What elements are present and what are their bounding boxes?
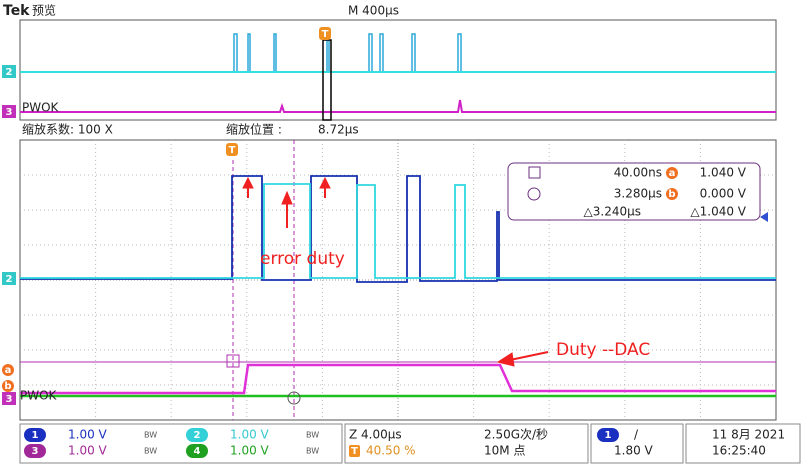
trig-pos-icon: T bbox=[351, 446, 358, 457]
ch2-badge bbox=[2, 65, 16, 78]
main-trigger-badge bbox=[226, 143, 238, 156]
main-ch3-label: PWOK bbox=[20, 389, 58, 403]
readout-a-badge bbox=[666, 167, 678, 179]
record-length: 10M 点 bbox=[484, 444, 525, 458]
channel-id: 1 bbox=[32, 430, 39, 441]
readout-a: a bbox=[669, 168, 676, 179]
cursor-readout bbox=[507, 162, 761, 221]
clock-box bbox=[685, 423, 801, 464]
ch2-trace bbox=[20, 183, 776, 279]
channel-badge bbox=[186, 428, 208, 442]
channel-scale: 1.00 V bbox=[230, 444, 270, 458]
b-time: 3.280µs bbox=[614, 187, 662, 201]
annotation-error-duty: error duty bbox=[260, 249, 345, 269]
cursor-a-square bbox=[226, 354, 240, 368]
a-volt: 1.040 V bbox=[700, 166, 747, 180]
channel-bw: BW bbox=[306, 431, 319, 440]
overview-ch3 bbox=[20, 99, 776, 113]
date: 11 8月 2021 bbox=[712, 428, 785, 442]
trigger-slope: / bbox=[634, 428, 639, 442]
trigger-level: 1.80 V bbox=[614, 444, 654, 458]
channel-bw: BW bbox=[144, 447, 157, 456]
zoom-position: 8.72µs bbox=[318, 123, 359, 137]
readout-square bbox=[528, 166, 541, 179]
readout-circle bbox=[527, 187, 541, 201]
trig-src-badge bbox=[597, 428, 619, 442]
trigger-pos: 40.50 % bbox=[366, 444, 416, 458]
cursor-a-marker: a bbox=[5, 365, 12, 376]
time: 16:25:40 bbox=[712, 444, 766, 458]
trig-pos-badge bbox=[349, 445, 360, 457]
brand: Tek bbox=[3, 3, 30, 19]
b-volt: 0.000 V bbox=[700, 187, 747, 201]
sample-rate: 2.50G次/秒 bbox=[484, 428, 548, 442]
arrows bbox=[242, 176, 549, 367]
annotation-duty-dac: Duty --DAC bbox=[556, 340, 650, 360]
ch3-marker: 3 bbox=[6, 107, 13, 118]
ch2-marker: 2 bbox=[6, 67, 13, 78]
zoom-position-label: 缩放位置 : bbox=[226, 122, 282, 137]
trigger-source: 1 bbox=[605, 430, 612, 441]
channel-badge bbox=[24, 428, 46, 442]
acq-box bbox=[344, 423, 589, 464]
trigger-badge bbox=[319, 27, 331, 40]
delta-time: △3.240µs bbox=[584, 205, 641, 219]
channel-bw: BW bbox=[306, 447, 319, 456]
channel-id: 2 bbox=[194, 430, 201, 441]
channel-scale: 1.00 V bbox=[68, 428, 108, 442]
readout-b: b bbox=[668, 189, 675, 200]
main-ch2-marker: 2 bbox=[6, 274, 13, 285]
a-time: 40.00ns bbox=[614, 166, 662, 180]
mode: 预览 bbox=[32, 3, 56, 18]
cursor-b-marker: b bbox=[4, 381, 11, 392]
trigger-marker: T bbox=[322, 29, 329, 40]
ch3-trace bbox=[20, 363, 776, 395]
cursor-a-badge bbox=[2, 364, 14, 376]
channel-id: 4 bbox=[194, 446, 201, 457]
main-trigger-marker: T bbox=[229, 145, 236, 156]
main-ch3-badge bbox=[2, 392, 16, 405]
channel-id: 3 bbox=[32, 446, 39, 457]
channel-bw: BW bbox=[144, 431, 157, 440]
channel-scale: 1.00 V bbox=[68, 444, 108, 458]
zoom-factor: 缩放系数: 100 X bbox=[22, 122, 113, 137]
channel-scale: 1.00 V bbox=[230, 428, 270, 442]
ch3-label: PWOK bbox=[22, 101, 60, 115]
channel-badge bbox=[24, 444, 46, 458]
cursor-b-badge bbox=[2, 380, 14, 392]
readout-b-badge bbox=[666, 188, 678, 200]
channel-badge bbox=[186, 444, 208, 458]
level-marker bbox=[760, 212, 768, 222]
channel-box bbox=[19, 423, 343, 464]
timebase: M 400µs bbox=[348, 4, 399, 18]
ch3-badge bbox=[2, 105, 16, 118]
cursor-b-circle bbox=[287, 391, 301, 405]
delta-volt: △1.040 V bbox=[690, 205, 746, 219]
main-ch3-marker: 3 bbox=[6, 394, 13, 405]
zoom-scale: Z 4.00µs bbox=[349, 428, 402, 442]
overview-frame bbox=[19, 19, 777, 121]
ch1-trace bbox=[20, 175, 776, 283]
main-ch2-badge bbox=[2, 272, 16, 285]
